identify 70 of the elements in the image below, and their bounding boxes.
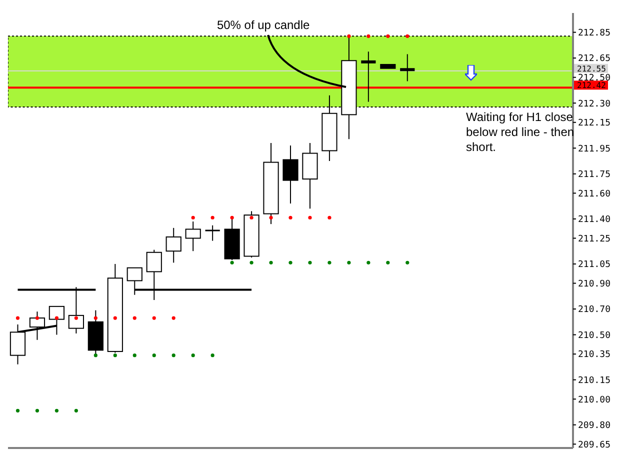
point [230,216,234,220]
y-tick-label: 209.80 [578,421,611,432]
y-tick-label: 210.15 [578,376,611,386]
point [132,316,136,320]
annotation: Waiting for H1 close below red line - then short. [466,110,574,154]
point [74,408,78,412]
y-tick-label: 211.40 [578,215,611,226]
point [386,260,390,264]
point [250,216,254,220]
point [308,216,312,220]
candlestick [361,51,376,102]
annotation: 50% of up candle [216,18,310,32]
point [54,408,59,412]
y-tick-label: 212.85 [578,28,611,38]
point [328,216,332,220]
y-tick-label: 211.75 [578,170,611,180]
point [269,216,273,220]
point [406,260,410,264]
y-tick-label: 210.35 [578,350,611,360]
point [94,316,98,320]
y-tick-label: 212.65 [578,54,611,64]
y-tick-label: 210.90 [578,279,611,290]
point [250,260,254,264]
y-tick-label: 212.15 [578,118,611,129]
candlestick [282,145,298,204]
point [172,354,176,358]
y-tick-label: 212.30 [578,99,611,110]
point [152,316,156,320]
point [152,354,156,358]
point [288,216,292,220]
point [16,316,20,320]
point [328,260,332,264]
y-tick-label: 211.60 [578,189,611,200]
point [366,34,370,38]
y-tick-label: 211.25 [578,234,611,244]
point [113,354,117,358]
point [386,34,390,38]
point [210,354,214,358]
point [406,34,410,38]
candlestick [166,227,182,264]
point [172,316,176,320]
point [366,260,370,264]
ref-line-label: 212.55 [577,64,606,74]
y-tick-label: 211.95 [578,144,611,154]
candlestick [204,224,221,242]
point [35,316,40,320]
point [288,260,292,264]
point [16,408,20,412]
point [308,260,312,264]
point [191,354,195,358]
point [94,354,98,358]
y-tick-label: 210.70 [578,305,611,316]
point [230,260,234,264]
ref-line-label: 212.42 [577,81,606,90]
candlestick [400,54,415,82]
y-tick-label: 210.00 [578,395,611,406]
y-tick-label: 211.05 [578,260,611,270]
point [347,34,351,38]
point [113,316,117,320]
point [35,408,40,412]
point [74,316,78,320]
candlestick [185,220,201,252]
point [191,216,195,220]
point [54,316,59,320]
point [347,260,351,264]
point [269,260,273,264]
y-tick-label: 210.50 [578,330,611,341]
y-tick-label: 209.65 [578,440,611,450]
point [210,216,214,220]
point [132,354,136,358]
